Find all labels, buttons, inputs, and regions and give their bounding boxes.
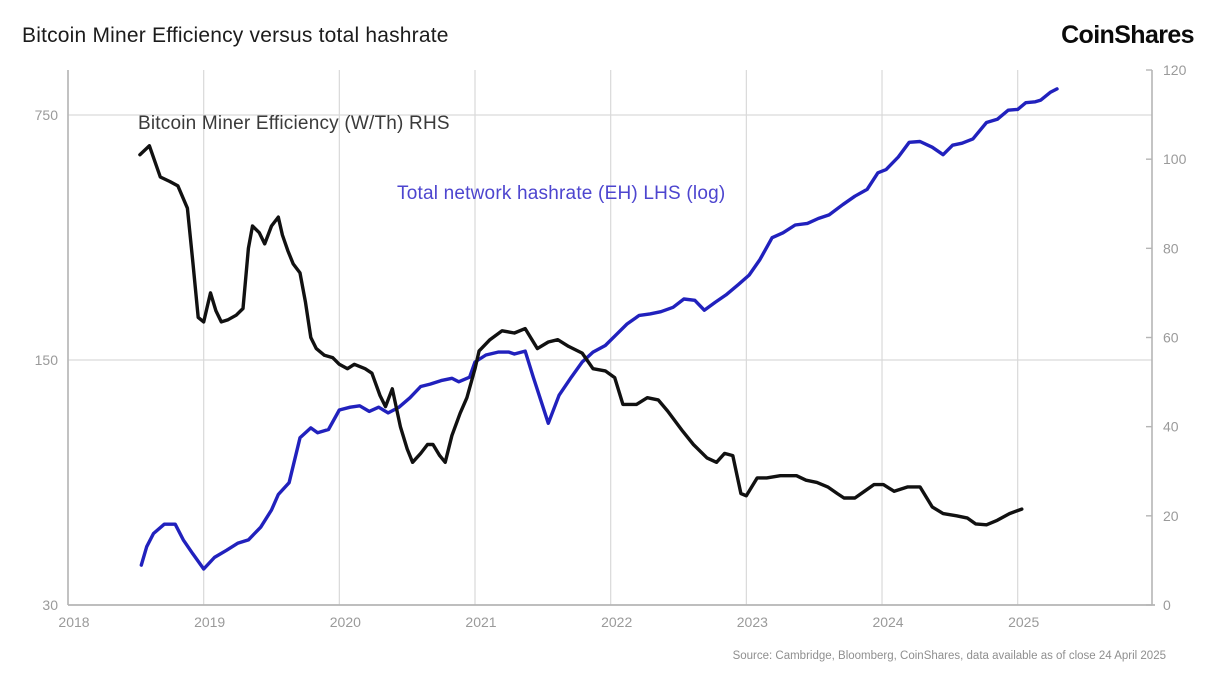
left-axis-tick-label: 150 <box>35 352 59 368</box>
x-axis-tick-label: 2021 <box>465 614 496 630</box>
legend-efficiency-label: Bitcoin Miner Efficiency (W/Th) RHS <box>138 113 450 134</box>
right-axis-tick-label: 100 <box>1163 151 1187 167</box>
x-axis-tick-label: 2018 <box>58 614 89 630</box>
coinshares-logo: CoinShares <box>1061 21 1195 49</box>
x-axis-tick-label: 2019 <box>194 614 225 630</box>
right-axis-tick-label: 20 <box>1163 508 1179 524</box>
x-axis-tick-label: 2023 <box>737 614 768 630</box>
right-axis-tick-label: 0 <box>1163 597 1171 613</box>
left-axis-tick-label: 30 <box>42 597 58 613</box>
source-note: Source: Cambridge, Bloomberg, CoinShares… <box>732 650 1166 662</box>
right-axis-tick-label: 120 <box>1163 62 1187 78</box>
page-title: Bitcoin Miner Efficiency versus total ha… <box>22 24 449 47</box>
legend-hashrate-label: Total network hashrate (EH) LHS (log) <box>397 183 726 204</box>
left-axis-tick-label: 750 <box>35 107 59 123</box>
right-axis-tick-label: 40 <box>1163 419 1179 435</box>
efficiency-line <box>138 144 1024 527</box>
right-axis-tick-label: 60 <box>1163 330 1179 346</box>
hashrate-line <box>139 87 1059 571</box>
x-axis-tick-label: 2020 <box>330 614 361 630</box>
x-axis-tick-label: 2025 <box>1008 614 1039 630</box>
right-axis-tick-label: 80 <box>1163 240 1179 256</box>
x-axis-tick-label: 2022 <box>601 614 632 630</box>
x-axis-tick-label: 2024 <box>872 614 903 630</box>
